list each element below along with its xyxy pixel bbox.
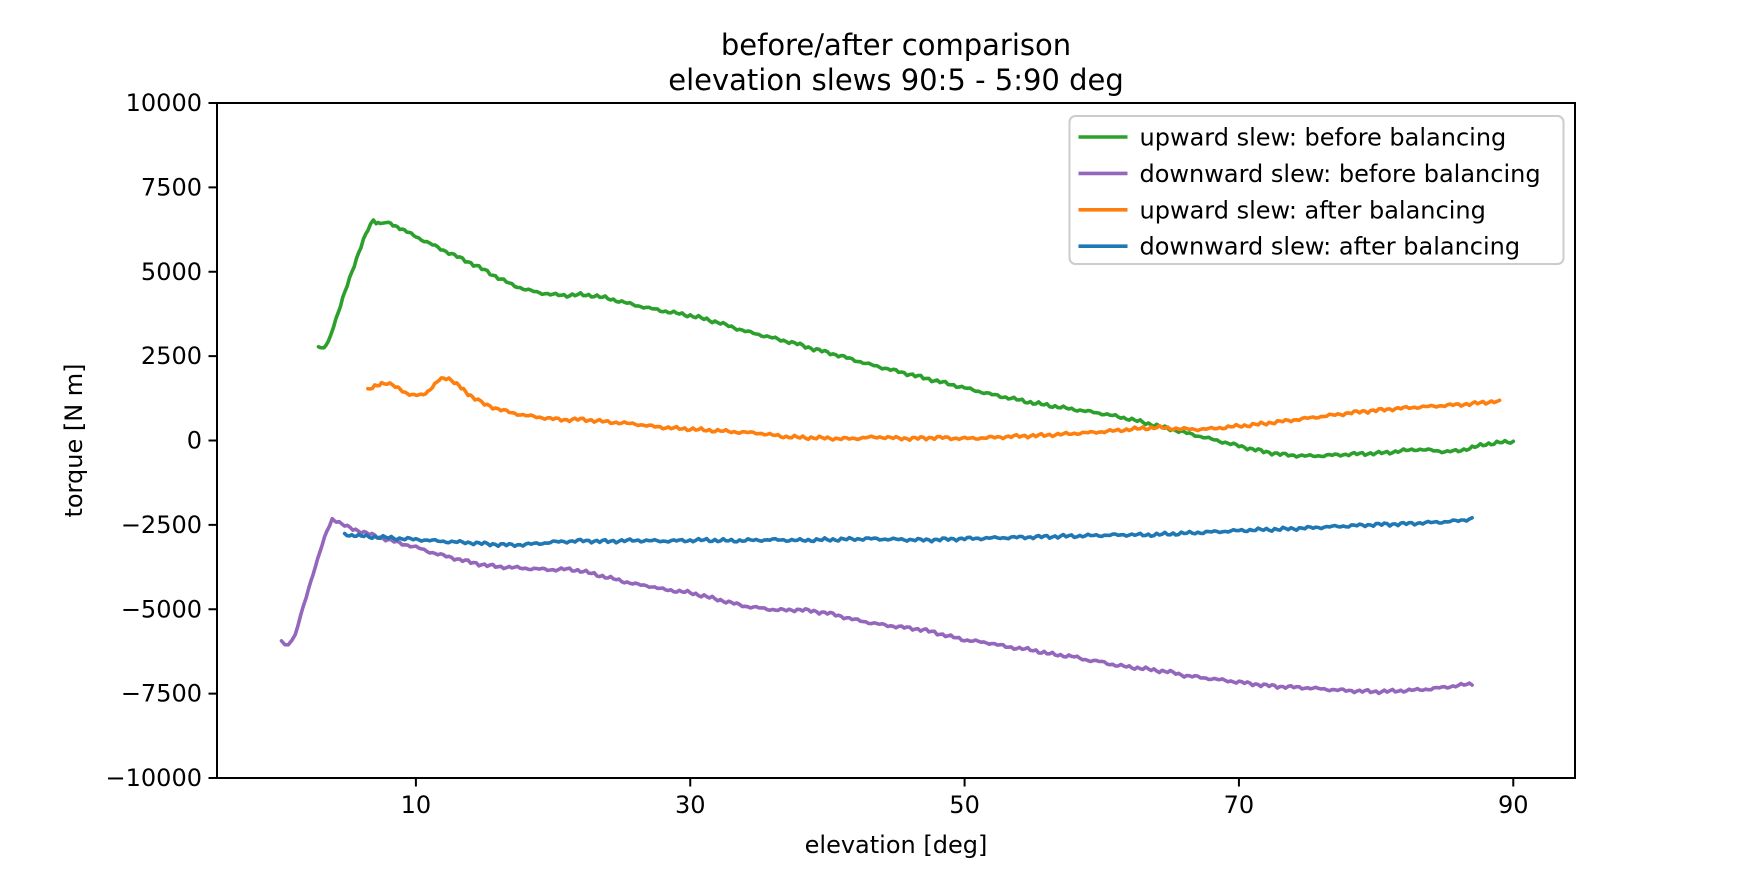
x-tick-label: 70	[1224, 791, 1255, 819]
y-tick-label: −7500	[121, 680, 202, 708]
legend-label-2: upward slew: after balancing	[1140, 196, 1486, 224]
y-tick-label: −2500	[121, 511, 202, 539]
y-tick-label: 0	[187, 427, 202, 455]
chart-title: before/after comparison	[721, 28, 1071, 62]
legend-box	[1068, 115, 1565, 265]
series-line-1	[279, 516, 1474, 696]
plot-area: 10 30 50 70 90 10000 7500 5000 2500 0 −2500 −5000 −7…	[106, 89, 1576, 819]
legend-label-3: downward slew: after balancing	[1140, 233, 1521, 261]
y-tick-label: 5000	[141, 258, 202, 286]
plot-frame	[216, 102, 1576, 779]
x-tick-label: 30	[675, 791, 706, 819]
y-axis-label: torque [N m]	[60, 363, 88, 517]
x-axis-label: elevation [deg]	[805, 831, 988, 859]
y-tick-label: −5000	[121, 595, 202, 623]
series-line-2	[366, 376, 1502, 442]
series-line-3	[342, 516, 1474, 549]
legend-label-1: downward slew: before balancing	[1140, 160, 1541, 188]
x-tick-label: 90	[1498, 791, 1529, 819]
series-line-0	[316, 218, 1516, 459]
legend: upward slew: before balancing downward sl…	[1068, 115, 1565, 265]
y-tick-label: 2500	[141, 342, 202, 370]
legend-label-0: upward slew: before balancing	[1140, 124, 1507, 152]
y-tick-label: −10000	[106, 764, 202, 792]
y-tick-label: 7500	[141, 173, 202, 201]
x-tick-label: 10	[401, 791, 432, 819]
y-tick-label: 10000	[126, 89, 202, 117]
chart-subtitle: elevation slews 90:5 - 5:90 deg	[668, 63, 1124, 97]
x-tick-label: 50	[949, 791, 980, 819]
